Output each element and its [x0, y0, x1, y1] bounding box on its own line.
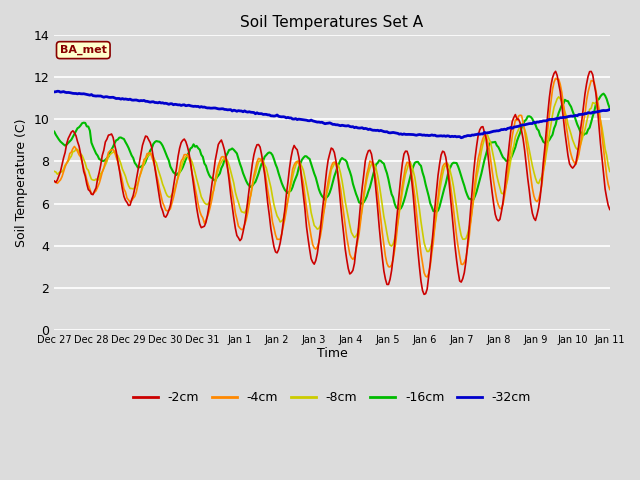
-8cm	[235, 199, 243, 205]
-8cm	[555, 94, 563, 100]
-16cm	[293, 171, 301, 177]
Text: BA_met: BA_met	[60, 45, 107, 55]
-4cm	[423, 274, 431, 280]
-2cm	[235, 235, 243, 240]
-2cm	[51, 178, 58, 184]
-2cm	[606, 206, 614, 212]
-2cm	[420, 291, 428, 297]
Y-axis label: Soil Temperature (C): Soil Temperature (C)	[15, 118, 28, 247]
X-axis label: Time: Time	[317, 348, 348, 360]
-32cm	[54, 88, 61, 94]
-8cm	[51, 168, 58, 174]
-32cm	[245, 109, 253, 115]
Line: -32cm: -32cm	[54, 91, 610, 138]
Legend: -2cm, -4cm, -8cm, -16cm, -32cm: -2cm, -4cm, -8cm, -16cm, -32cm	[128, 386, 536, 409]
Line: -4cm: -4cm	[54, 78, 610, 277]
-16cm	[216, 170, 224, 176]
-16cm	[577, 129, 584, 134]
-32cm	[120, 96, 128, 102]
-16cm	[235, 156, 243, 161]
-16cm	[118, 135, 126, 141]
Line: -2cm: -2cm	[54, 72, 610, 294]
-8cm	[578, 137, 586, 143]
-2cm	[552, 69, 559, 74]
-4cm	[235, 223, 243, 229]
-8cm	[244, 202, 252, 207]
-2cm	[118, 186, 126, 192]
-16cm	[600, 91, 607, 96]
-4cm	[51, 178, 58, 184]
-4cm	[606, 187, 614, 192]
-4cm	[118, 178, 126, 184]
-32cm	[236, 108, 244, 114]
Title: Soil Temperatures Set A: Soil Temperatures Set A	[241, 15, 424, 30]
-32cm	[458, 135, 465, 141]
-16cm	[51, 129, 58, 134]
-2cm	[578, 117, 586, 122]
-2cm	[293, 147, 301, 153]
-8cm	[118, 166, 126, 172]
-4cm	[244, 210, 252, 216]
-32cm	[578, 111, 586, 117]
-16cm	[244, 181, 252, 187]
-8cm	[216, 162, 224, 168]
-4cm	[216, 158, 224, 164]
-32cm	[606, 107, 614, 112]
-32cm	[51, 89, 58, 95]
-16cm	[606, 106, 614, 111]
Line: -16cm: -16cm	[54, 94, 610, 212]
-4cm	[293, 159, 301, 165]
-16cm	[433, 209, 440, 215]
-2cm	[244, 198, 252, 204]
-32cm	[295, 116, 303, 122]
-2cm	[216, 139, 224, 145]
-8cm	[425, 249, 433, 254]
-32cm	[218, 106, 225, 112]
-8cm	[293, 158, 301, 164]
-8cm	[606, 168, 614, 174]
Line: -8cm: -8cm	[54, 97, 610, 252]
-4cm	[578, 132, 586, 138]
-4cm	[552, 75, 559, 81]
